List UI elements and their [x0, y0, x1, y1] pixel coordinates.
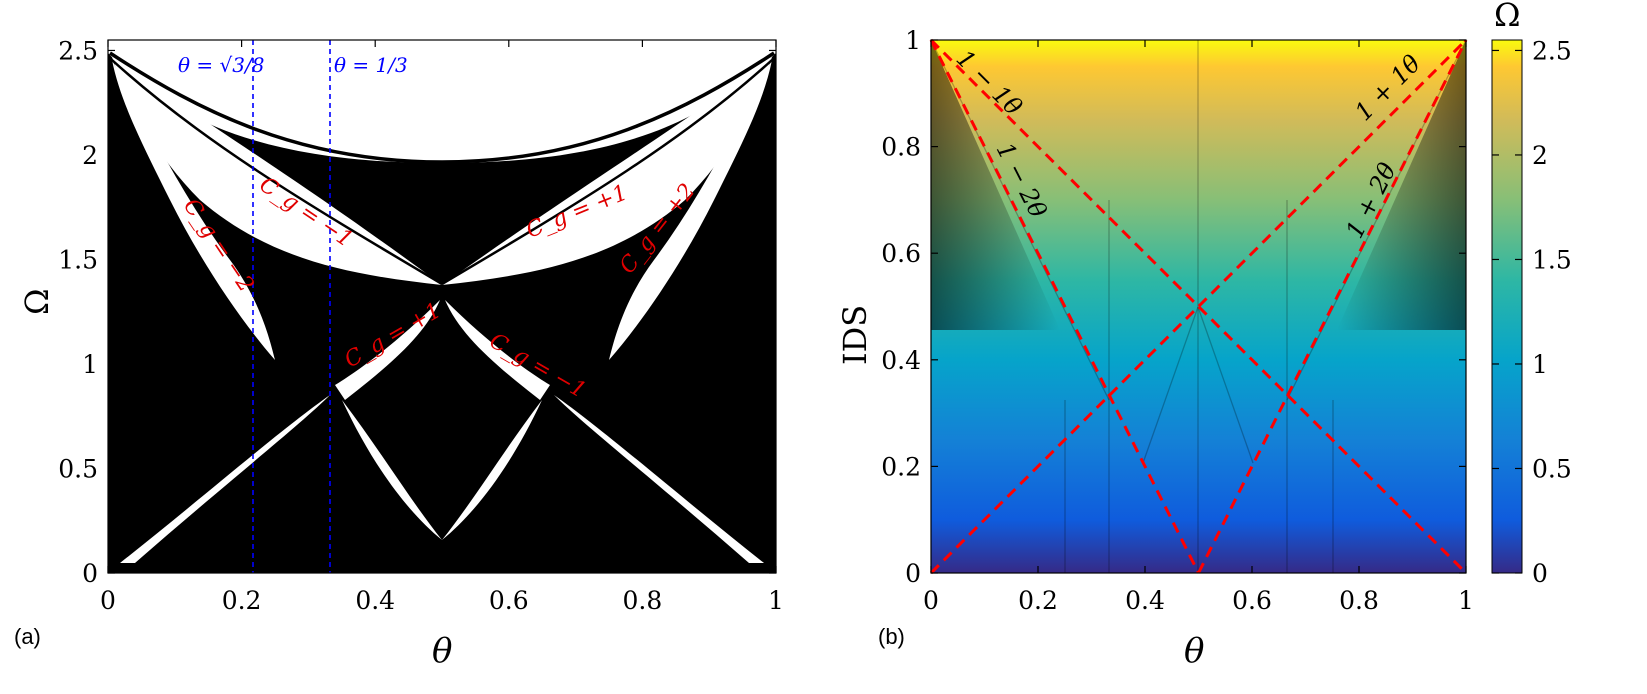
gap-line-group [929, 38, 1468, 575]
gap-cg-plus2 [609, 60, 772, 360]
y-tick-label: 0.5 [58, 454, 98, 483]
x-tick-label: 1 [1458, 586, 1474, 615]
marker-label-one-third: θ = 1/3 [334, 53, 408, 77]
panel-b-y-label: IDS [836, 305, 874, 365]
panel-a-x-label: θ [432, 631, 452, 671]
x-tick-label: 1 [768, 586, 784, 615]
x-tick-label: 0.6 [489, 586, 529, 615]
y-tick-label: 0.6 [881, 239, 921, 268]
y-tick-label: 1 [82, 350, 98, 379]
upper-wing-edge-left [111, 59, 443, 286]
panel-b-x-label: θ [1184, 631, 1204, 671]
gap-top [108, 40, 776, 163]
gap-cg-plus1-lower [335, 300, 440, 400]
y-tick-label: 0.2 [881, 452, 921, 481]
gap-cg-minus2 [112, 60, 275, 360]
colorbar-label: Ω [1494, 0, 1521, 34]
gap-left-lower-wing [342, 400, 442, 540]
y-tick-label: 0.5 [1532, 454, 1572, 483]
x-tick-label: 0.2 [222, 586, 262, 615]
gap-cg-minus1-upper [112, 57, 442, 285]
y-tick-label: 2 [82, 141, 98, 170]
panel-b-tag: (b) [878, 624, 905, 649]
colorbar [1491, 39, 1523, 574]
gap-line-1 [929, 39, 1200, 574]
y-tick-label: 0 [82, 559, 98, 588]
panel-a-x-ticks: 0 0.2 0.4 0.6 0.8 1 [100, 40, 784, 615]
fan-right [1337, 40, 1466, 330]
x-tick-label: 0 [100, 586, 116, 615]
y-tick-label: 0.4 [881, 346, 921, 375]
panel-b-x-ticks: 0 0.2 0.4 0.6 0.8 1 [923, 40, 1474, 615]
gap-right-lower-wing [442, 400, 542, 540]
y-tick-label: 2.5 [1532, 36, 1572, 65]
gap-line-3 [1197, 39, 1468, 574]
y-tick-label: 2 [1532, 141, 1548, 170]
panel-b-ids-map: 1 − 1θ 1 − 2θ 1 + 1θ 1 + 2θ 0 0.2 0.4 0.6 0.… [836, 0, 1572, 671]
gap-left-diagonal [120, 395, 330, 563]
x-tick-label: 0.8 [1339, 586, 1379, 615]
x-tick-label: 0 [923, 586, 939, 615]
colorbar-ticks: 0 0.5 1 1.5 2 2.5 [1492, 36, 1572, 588]
panel-a-axes-frame [107, 39, 777, 574]
gap-cg-minus1-lower [445, 300, 550, 400]
upper-wing-edge-right [441, 59, 773, 286]
x-tick-label: 0.6 [1232, 586, 1272, 615]
fan-left [931, 40, 1060, 330]
y-tick-label: 1.5 [1532, 245, 1572, 274]
y-tick-label: 1 [1532, 350, 1548, 379]
y-tick-label: 0 [905, 559, 921, 588]
gap-cg-plus1-upper [442, 57, 772, 285]
panel-a-y-ticks: 0 0.5 1 1.5 2 2.5 [58, 36, 776, 588]
x-tick-label: 0.8 [623, 586, 663, 615]
gap-right-diagonal [554, 395, 764, 563]
panel-a-y-label: Ω [18, 288, 56, 315]
y-tick-label: 0.8 [881, 133, 921, 162]
panel-a-tag: (a) [14, 624, 41, 649]
x-tick-label: 0.4 [355, 586, 395, 615]
panel-b-axes-frame [930, 39, 1467, 574]
y-tick-label: 1.5 [58, 245, 98, 274]
y-tick-label: 0 [1532, 559, 1548, 588]
top-band-edge [109, 51, 775, 164]
x-tick-label: 0.2 [1018, 586, 1058, 615]
x-tick-label: 0.4 [1125, 586, 1165, 615]
marker-label-sqrt3-over-8: θ = √3/8 [178, 53, 264, 77]
y-tick-label: 2.5 [58, 36, 98, 65]
panel-b-y-ticks: 0 0.2 0.4 0.6 0.8 1 [881, 26, 1466, 588]
panel-a-butterfly-spectrum: θ = √3/8 θ = 1/3 C_g = −2 C_g = −1 C_g =… [14, 36, 784, 671]
y-tick-label: 1 [905, 26, 921, 55]
